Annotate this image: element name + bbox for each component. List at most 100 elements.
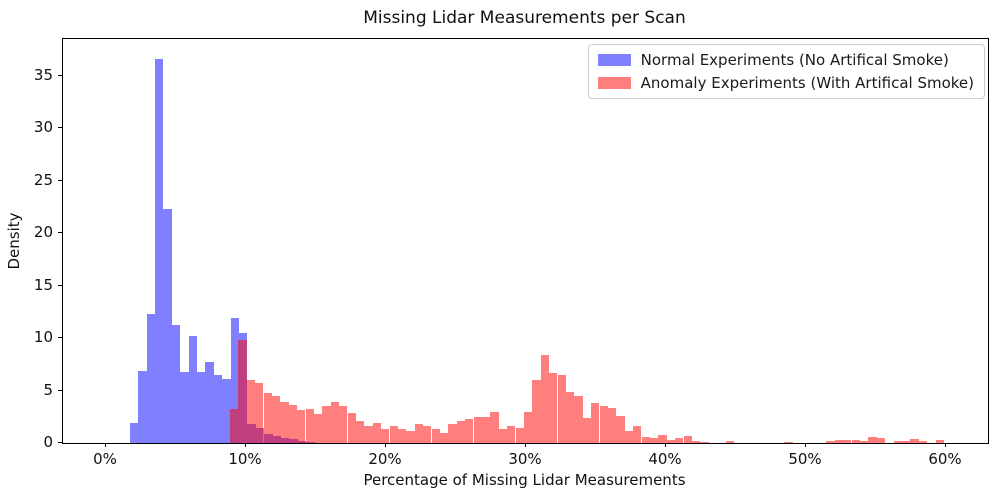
legend-item-anomaly: Anomaly Experiments (With Artifical Smok… bbox=[597, 74, 974, 92]
histogram-bar-anomaly bbox=[423, 426, 432, 443]
histogram-bar-normal bbox=[171, 325, 181, 443]
histogram-bar-anomaly bbox=[372, 423, 382, 443]
histogram-bar-anomaly bbox=[288, 405, 298, 443]
histogram-bar-anomaly bbox=[565, 391, 575, 443]
histogram-bar-anomaly bbox=[456, 420, 466, 443]
histogram-bar-normal bbox=[180, 371, 189, 443]
histogram-bar-normal bbox=[138, 370, 147, 443]
x-tick-mark bbox=[525, 443, 526, 447]
histogram-bar-anomaly bbox=[624, 431, 634, 443]
histogram-bar-anomaly bbox=[641, 436, 650, 443]
histogram-bar-anomaly bbox=[523, 411, 533, 443]
histogram-bar-anomaly bbox=[297, 410, 306, 443]
histogram-bar-anomaly bbox=[876, 437, 886, 443]
histogram-bar-anomaly bbox=[675, 437, 684, 443]
histogram-bar-anomaly bbox=[507, 426, 516, 443]
histogram-bar-anomaly bbox=[557, 374, 566, 443]
histogram-bar-anomaly bbox=[649, 437, 659, 443]
x-axis-label: Percentage of Missing Lidar Measurements bbox=[363, 471, 686, 489]
histogram-bar-anomaly bbox=[666, 439, 676, 443]
histogram-bar-anomaly bbox=[607, 408, 617, 443]
legend-swatch-normal-icon bbox=[597, 54, 631, 66]
y-tick-mark bbox=[58, 337, 62, 338]
histogram-bar-normal bbox=[197, 371, 206, 443]
histogram-bar-anomaly bbox=[725, 440, 734, 443]
y-tick-label: 5 bbox=[43, 380, 53, 399]
histogram-bar-anomaly bbox=[591, 403, 600, 443]
histogram-bar-anomaly bbox=[271, 395, 281, 443]
histogram-bar-anomaly bbox=[683, 435, 692, 443]
y-tick-label: 20 bbox=[33, 223, 53, 241]
histogram-bar-anomaly bbox=[364, 426, 373, 443]
histogram-bar-anomaly bbox=[229, 409, 239, 443]
y-tick-mark bbox=[58, 74, 62, 76]
histogram-bar-anomaly bbox=[255, 383, 264, 443]
y-axis-label: Density bbox=[5, 212, 23, 270]
y-tick-label: 30 bbox=[33, 118, 53, 136]
plot-area: Normal Experiments (No Artifical Smoke) … bbox=[62, 38, 989, 444]
histogram-bar-anomaly bbox=[868, 436, 877, 443]
x-tick-mark bbox=[105, 443, 106, 447]
histogram-bar-anomaly bbox=[263, 392, 272, 443]
histogram-bar-anomaly bbox=[515, 428, 524, 443]
y-tick-mark bbox=[58, 127, 62, 128]
histogram-bar-anomaly bbox=[691, 440, 701, 443]
legend-label-normal: Normal Experiments (No Artifical Smoke) bbox=[640, 51, 949, 69]
histogram-bar-anomaly bbox=[859, 440, 869, 443]
y-tick-mark bbox=[58, 232, 62, 233]
histogram-bar-anomaly bbox=[582, 417, 592, 443]
histogram-bar-anomaly bbox=[574, 395, 583, 443]
histogram-bar-normal bbox=[146, 313, 155, 443]
histogram-bar-normal bbox=[213, 374, 223, 443]
histogram-bar-anomaly bbox=[893, 440, 902, 443]
histogram-bar-anomaly bbox=[540, 354, 550, 443]
histogram-bar-anomaly bbox=[389, 426, 398, 443]
histogram-bar-anomaly bbox=[834, 439, 844, 443]
legend-item-normal: Normal Experiments (No Artifical Smoke) bbox=[597, 51, 974, 69]
histogram-bar-anomaly bbox=[935, 439, 944, 443]
histogram-bar-normal bbox=[129, 423, 139, 443]
histogram-bar-anomaly bbox=[238, 340, 247, 443]
histogram-bar-anomaly bbox=[784, 441, 793, 443]
histogram-bar-anomaly bbox=[918, 440, 928, 443]
histogram-bar-anomaly bbox=[339, 406, 348, 443]
x-tick-label: 20% bbox=[368, 450, 402, 468]
x-tick-label: 60% bbox=[928, 450, 962, 468]
histogram-bar-anomaly bbox=[448, 424, 457, 443]
histogram-bar-normal bbox=[163, 208, 172, 443]
histogram-bar-anomaly bbox=[322, 406, 331, 443]
y-tick-label: 25 bbox=[33, 170, 53, 189]
x-tick-label: 50% bbox=[788, 450, 822, 468]
histogram-bar-normal bbox=[155, 58, 164, 443]
legend-swatch-anomaly-icon bbox=[597, 77, 631, 89]
histogram-bar-normal bbox=[205, 362, 214, 443]
histogram-bar-anomaly bbox=[658, 434, 667, 443]
histogram-bar-anomaly bbox=[473, 416, 482, 443]
histogram-bar-anomaly bbox=[439, 432, 449, 443]
histogram-bar-anomaly bbox=[498, 429, 508, 443]
histogram-bar-normal bbox=[188, 335, 197, 443]
x-tick-label: 40% bbox=[648, 450, 682, 468]
histogram-bar-anomaly bbox=[381, 429, 390, 443]
histogram-bar-anomaly bbox=[549, 372, 558, 443]
y-tick-label: 10 bbox=[33, 328, 53, 346]
histogram-bar-anomaly bbox=[901, 440, 911, 443]
legend: Normal Experiments (No Artifical Smoke) … bbox=[587, 44, 985, 99]
histogram-bars-layer bbox=[63, 39, 988, 443]
histogram-bar-anomaly bbox=[826, 440, 835, 443]
histogram-bar-anomaly bbox=[313, 413, 323, 443]
histogram-bar-anomaly bbox=[490, 411, 499, 443]
x-tick-label: 30% bbox=[508, 450, 542, 468]
histogram-bar-anomaly bbox=[414, 424, 424, 443]
histogram-bar-anomaly bbox=[843, 439, 852, 443]
histogram-bar-anomaly bbox=[616, 415, 625, 443]
histogram-bar-anomaly bbox=[246, 380, 256, 443]
x-tick-label: 10% bbox=[228, 450, 262, 468]
x-tick-mark bbox=[945, 443, 946, 447]
histogram-bar-anomaly bbox=[280, 402, 289, 443]
y-tick-label: 35 bbox=[33, 65, 53, 84]
y-tick-label: 15 bbox=[33, 275, 53, 294]
histogram-bar-anomaly bbox=[305, 409, 314, 443]
histogram-bar-anomaly bbox=[465, 418, 474, 443]
